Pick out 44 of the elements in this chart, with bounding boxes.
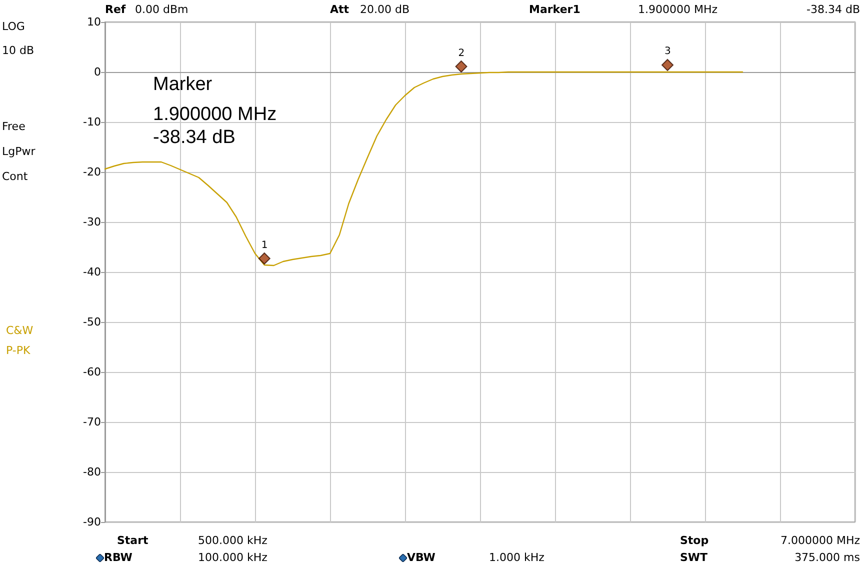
text: Start: [117, 534, 148, 548]
y-tick-label: -40: [83, 266, 101, 278]
text: RBW: [104, 551, 132, 565]
annotation: -38.34 dB: [153, 127, 236, 149]
y-tick-label: -90: [83, 516, 101, 528]
y-tick-label: -30: [83, 216, 101, 228]
text: Marker1: [529, 3, 580, 17]
annotation: 1.900000 MHz: [153, 104, 277, 126]
annotation: Marker: [153, 74, 212, 96]
text: LgPwr: [2, 145, 36, 159]
annotation: 2: [458, 46, 465, 60]
text: Stop: [680, 534, 709, 548]
y-tick-label: -50: [83, 316, 101, 328]
text: P-PK: [6, 344, 30, 358]
text: 1.000 kHz: [489, 551, 544, 565]
text: C&W: [6, 324, 34, 338]
text: -38.34 dB: [806, 3, 860, 17]
text: 7.000000 MHz: [780, 534, 860, 548]
text: 500.000 kHz: [198, 534, 268, 548]
y-tick-label: -60: [83, 366, 101, 378]
text: VBW: [407, 551, 436, 565]
text: Cont: [2, 170, 28, 184]
y-tick-label: -10: [83, 116, 101, 128]
annotation: 3: [664, 45, 671, 59]
y-tick-label: 0: [94, 66, 101, 78]
y-tick-label: 10: [87, 16, 101, 28]
text: 0.00 dBm: [135, 3, 188, 17]
point: [662, 59, 674, 71]
text: Att: [330, 3, 350, 17]
text: Ref: [105, 3, 126, 17]
text: 1.900000 MHz: [638, 3, 718, 17]
text: SWT: [680, 551, 708, 565]
annotation: 1: [261, 238, 268, 252]
text: Free: [2, 120, 26, 134]
text: 375.000 ms: [794, 551, 860, 565]
text: 100.000 kHz: [198, 551, 268, 565]
point: [258, 252, 270, 264]
y-tick-label: -80: [83, 466, 101, 478]
y-tick-label: -20: [83, 166, 101, 178]
y-tick-label: -70: [83, 416, 101, 428]
point: [455, 60, 468, 72]
text: LOG: [2, 20, 25, 34]
text: 20.00 dB: [360, 3, 410, 17]
text: 10 dB: [2, 44, 34, 58]
